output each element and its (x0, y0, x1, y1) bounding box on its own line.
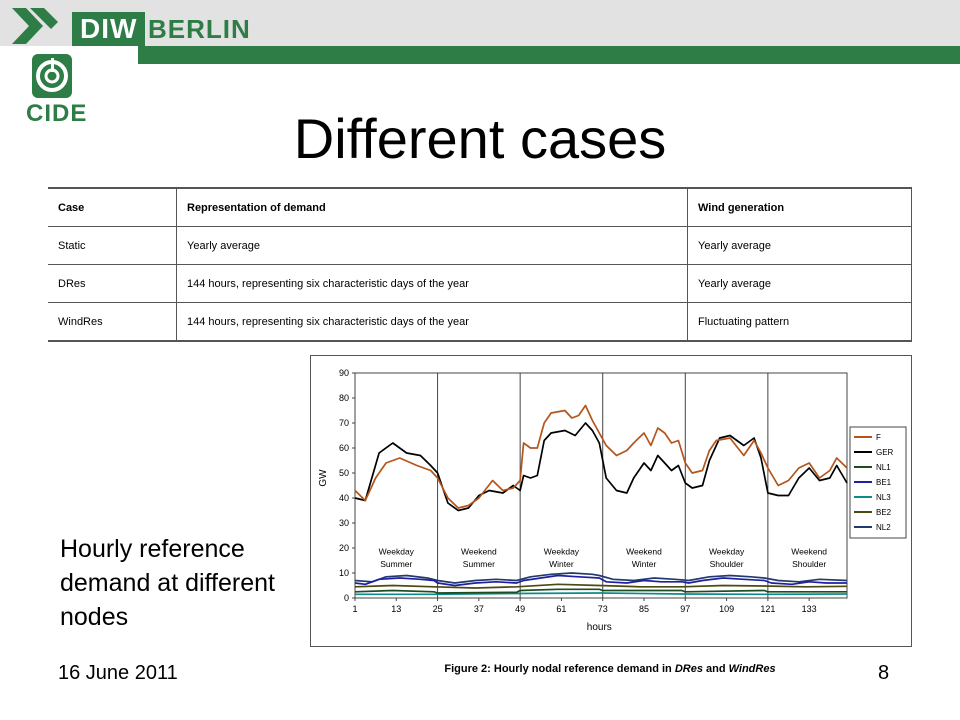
table-cell: WindRes (48, 302, 177, 341)
segment-label-season: Shoulder (710, 559, 744, 569)
table-cell: Yearly average (176, 226, 688, 265)
series-line-be2 (354, 583, 848, 589)
legend-label-nl2: NL2 (876, 523, 891, 532)
table-cell: 144 hours, representing six characterist… (176, 264, 688, 303)
brand-berlin: BERLIN (148, 14, 251, 44)
table-cell: Yearly average (687, 226, 912, 265)
x-tick-label: 97 (680, 604, 690, 614)
table-cell: 144 hours, representing six characterist… (176, 302, 688, 341)
y-axis-label: GW (318, 469, 329, 487)
legend-label-f: F (876, 433, 881, 442)
header-accent-bar (138, 46, 960, 64)
legend-label-ger: GER (876, 448, 894, 457)
x-tick-label: 49 (515, 604, 525, 614)
table-cell: DRes (48, 264, 177, 303)
y-tick-label: 50 (339, 468, 349, 478)
series-line-nl2 (354, 572, 848, 584)
x-tick-label: 61 (556, 604, 566, 614)
segment-label-season: Summer (463, 559, 495, 569)
page-number: 8 (878, 662, 890, 684)
cide-logo-icon (32, 54, 72, 98)
series-line-ger (354, 422, 848, 512)
cases-table: Case Representation of demand Wind gener… (48, 187, 912, 342)
caption-dres: DRes (674, 663, 703, 675)
segment-label-day: Weekday (379, 546, 415, 556)
footer-date: 16 June 2011 (58, 662, 178, 684)
caption-and: and (702, 663, 729, 675)
segment-label-day: Weekend (461, 546, 497, 556)
segment-label-season: Winter (632, 559, 657, 569)
x-tick-label: 1 (352, 604, 357, 614)
segment-label-day: Weekday (709, 546, 745, 556)
series-line-f (354, 404, 848, 509)
brand-diw: DIW (72, 12, 146, 46)
column-header: Case (58, 201, 85, 214)
series-line-nl1 (354, 588, 847, 594)
plot-area (354, 372, 848, 599)
diw-chevron-logo-icon (12, 8, 58, 44)
x-tick-label: 25 (433, 604, 443, 614)
table-header-row: Case Representation of demand Wind gener… (48, 188, 912, 227)
table-cell: Fluctuating pattern (687, 302, 912, 341)
slide-title: Different cases (293, 107, 667, 170)
segment-label-day: Weekend (626, 546, 662, 556)
segment-label-day: Weekday (544, 546, 580, 556)
table-row: DRes 144 hours, representing six charact… (48, 264, 912, 303)
caption-windres: WindRes (728, 663, 776, 675)
y-tick-label: 10 (339, 568, 349, 578)
y-tick-label: 0 (344, 593, 349, 603)
x-tick-label: 85 (639, 604, 649, 614)
segment-label-season: Summer (380, 559, 412, 569)
side-note: Hourly reference demand at different nod… (60, 535, 275, 631)
demand-chart: 0 10 20 30 40 50 60 70 80 90 1 13 25 37 49 61 73 85 97 109 1… (318, 368, 907, 633)
y-tick-label: 20 (339, 543, 349, 553)
table-cell: Yearly average (687, 264, 912, 303)
y-tick-label: 30 (339, 518, 349, 528)
y-tick-label: 80 (339, 393, 349, 403)
y-tick-label: 70 (339, 418, 349, 428)
x-tick-label: 13 (391, 604, 401, 614)
column-header: Representation of demand (176, 188, 688, 227)
y-tick-label: 40 (339, 493, 349, 503)
chart-frame (310, 355, 912, 647)
column-header: Wind generation (687, 188, 912, 227)
x-tick-label: 133 (802, 604, 817, 614)
segment-label-day: Weekend (791, 546, 827, 556)
y-tick-label: 90 (339, 368, 349, 378)
legend-box (849, 426, 907, 539)
x-tick-label: 37 (474, 604, 484, 614)
caption-prefix: Figure 2: Hourly nodal reference demand … (444, 663, 675, 675)
table-cell: Static (48, 226, 177, 265)
table-row: Static Yearly average Yearly average (48, 226, 912, 265)
x-tick-label: 121 (760, 604, 775, 614)
legend-label-nl1: NL1 (876, 463, 891, 472)
series-line-be1 (354, 574, 847, 587)
segment-label-season: Winter (549, 559, 574, 569)
header-band (0, 0, 960, 46)
y-tick-label: 60 (339, 443, 349, 453)
segment-label-season: Shoulder (792, 559, 826, 569)
series-line-nl3 (355, 592, 848, 596)
x-axis-label: hours (587, 622, 612, 633)
legend-label-be1: BE1 (876, 478, 892, 487)
legend-label-be2: BE2 (876, 508, 892, 517)
cide-wordmark: CIDE (26, 100, 88, 127)
x-tick-label: 73 (598, 604, 608, 614)
legend-label-nl3: NL3 (876, 493, 891, 502)
table-row: WindRes 144 hours, representing six char… (48, 302, 912, 341)
figure-caption: Figure 2: Hourly nodal reference demand … (310, 663, 910, 675)
x-tick-label: 109 (719, 604, 734, 614)
